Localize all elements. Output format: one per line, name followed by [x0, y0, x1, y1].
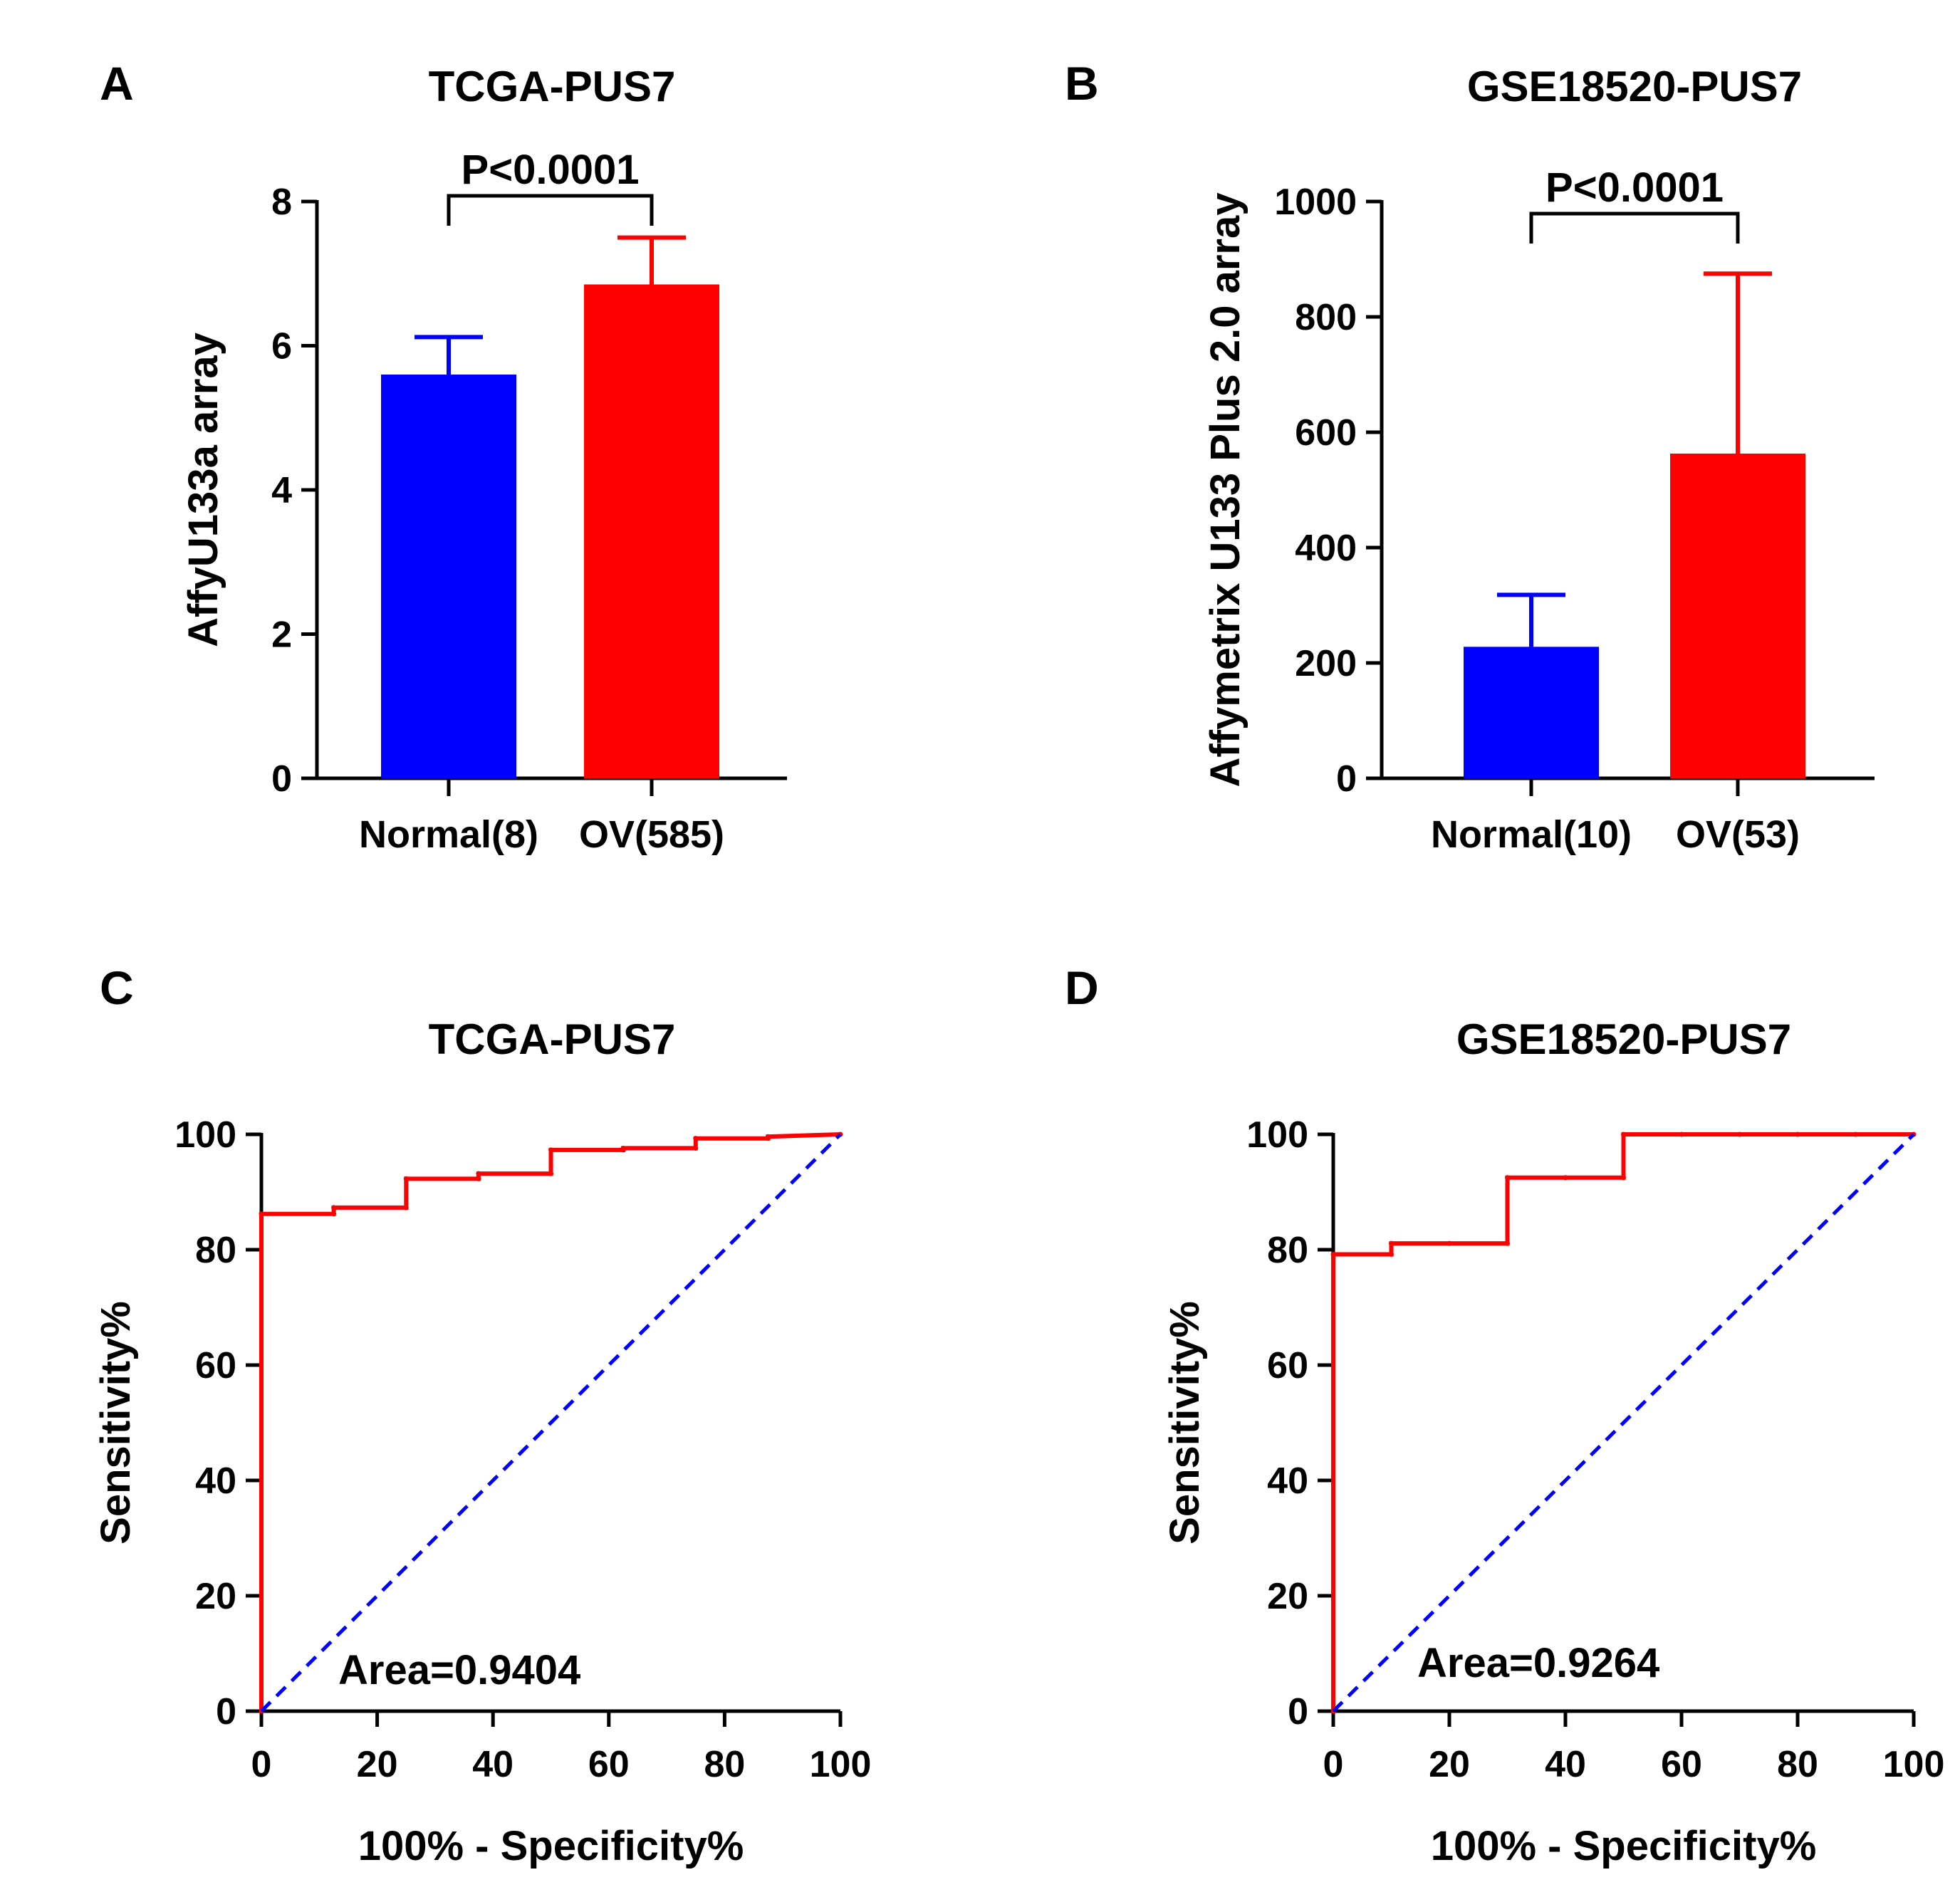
x-axis-label: 100% - Specificity%	[1431, 1823, 1817, 1869]
panel-b: B GSE18520-PUS7 0 200 400 600 800 1000 Affymetri…	[1065, 57, 1875, 856]
reference-line	[260, 1133, 842, 1713]
roc-point	[259, 1211, 264, 1217]
y-tick-label: 8	[271, 182, 292, 223]
roc-point	[765, 1134, 771, 1139]
y-tick-label: 80	[195, 1230, 236, 1271]
y-tick-label: 6	[271, 326, 292, 367]
x-tick-label: 100	[1883, 1744, 1945, 1785]
x-tick-label: 80	[1777, 1744, 1818, 1785]
roc-point	[1505, 1240, 1510, 1246]
y-tick-label: 600	[1295, 412, 1357, 454]
auc-label: Area=0.9404	[338, 1647, 580, 1693]
auc-label: Area=0.9264	[1417, 1640, 1659, 1686]
chart-title: TCGA-PUS7	[429, 1015, 676, 1063]
y-tick-label: 0	[216, 1691, 236, 1733]
y-tick-label: 800	[1295, 297, 1357, 338]
significance-bracket	[447, 194, 654, 226]
x-tick-label: 100	[810, 1744, 872, 1785]
roc-point	[476, 1171, 481, 1176]
panel-letter: C	[100, 961, 134, 1014]
y-tick-label: 4	[271, 470, 292, 511]
p-value-label: P<0.0001	[462, 147, 640, 193]
y-tick-label: 0	[1288, 1691, 1308, 1733]
category-label: OV(53)	[1676, 813, 1800, 856]
y-tick-label: 20	[195, 1576, 236, 1617]
bar	[1670, 453, 1805, 778]
chart-title: GSE18520-PUS7	[1456, 1015, 1791, 1063]
roc-point	[1389, 1240, 1394, 1246]
roc-point	[1330, 1251, 1336, 1257]
roc-point	[548, 1147, 553, 1153]
roc-point	[1737, 1132, 1742, 1137]
roc-point	[331, 1205, 337, 1211]
bar	[381, 375, 516, 778]
y-tick-label: 100	[174, 1114, 236, 1156]
roc-point	[403, 1176, 409, 1181]
reference-line	[1332, 1133, 1915, 1713]
y-tick-label: 200	[1295, 643, 1357, 684]
roc-point	[693, 1145, 699, 1151]
roc-point	[1446, 1240, 1452, 1246]
roc-point	[403, 1205, 409, 1211]
x-tick-label: 0	[251, 1744, 272, 1785]
roc-point	[620, 1145, 626, 1151]
x-tick-label: 40	[472, 1744, 514, 1785]
panel-a: A TCGA-PUS7 0 2 4 6 8 AffyU133a array Normal(8) O…	[100, 57, 787, 856]
panel-c: C TCGA-PUS7 0 20 40 60 80 100 Sensitivity% 0 20 40 6…	[93, 961, 871, 1869]
roc-point	[1853, 1132, 1858, 1137]
y-tick-label: 1000	[1274, 182, 1357, 223]
y-tick-label: 60	[1267, 1345, 1308, 1386]
x-tick-label: 0	[1323, 1744, 1344, 1785]
y-tick-label: 60	[195, 1345, 236, 1386]
x-tick-label: 60	[1661, 1744, 1702, 1785]
x-axis-label: 100% - Specificity%	[358, 1823, 744, 1869]
roc-point	[331, 1211, 337, 1217]
x-tick-label: 60	[588, 1744, 630, 1785]
roc-point	[548, 1171, 553, 1176]
y-tick-label: 0	[1336, 758, 1357, 800]
roc-point	[1389, 1251, 1394, 1257]
significance-bracket	[1529, 211, 1740, 244]
y-axis-label: Sensitivity%	[93, 1301, 139, 1545]
y-tick-label: 400	[1295, 528, 1357, 569]
panel-d: D GSE18520-PUS7 0 20 40 60 80 100 Sensitivity% 0 2…	[1065, 961, 1944, 1869]
roc-point	[476, 1176, 481, 1181]
y-axis-label: AffyU133a array	[180, 333, 226, 647]
category-label: Normal(10)	[1431, 813, 1632, 856]
y-axis-label: Affymetrix U133 Plus 2.0 array	[1202, 193, 1249, 788]
panel-letter: D	[1065, 961, 1099, 1014]
x-tick-label: 80	[704, 1744, 745, 1785]
y-tick-label: 2	[271, 615, 292, 656]
roc-point	[1621, 1175, 1626, 1181]
chart-title: GSE18520-PUS7	[1467, 63, 1802, 110]
bar	[1464, 647, 1599, 778]
y-tick-label: 80	[1267, 1230, 1308, 1271]
panel-letter: A	[100, 57, 134, 110]
y-tick-label: 40	[1267, 1460, 1308, 1502]
y-tick-label: 20	[1267, 1576, 1308, 1617]
roc-point	[1795, 1132, 1800, 1137]
x-tick-label: 20	[357, 1744, 398, 1785]
y-tick-label: 40	[195, 1460, 236, 1502]
y-tick-label: 0	[271, 758, 292, 800]
bar	[584, 284, 719, 778]
roc-point	[1505, 1175, 1510, 1181]
roc-point	[1563, 1175, 1568, 1181]
y-axis-label: Sensitivity%	[1162, 1301, 1208, 1545]
roc-point	[1621, 1132, 1626, 1137]
category-label: OV(585)	[579, 813, 724, 856]
p-value-label: P<0.0001	[1545, 164, 1724, 211]
panel-letter: B	[1065, 57, 1099, 110]
x-tick-label: 40	[1545, 1744, 1586, 1785]
y-tick-label: 100	[1246, 1114, 1308, 1156]
chart-title: TCGA-PUS7	[429, 63, 676, 110]
category-label: Normal(8)	[359, 813, 538, 856]
x-tick-label: 20	[1429, 1744, 1470, 1785]
roc-point	[1679, 1132, 1684, 1137]
roc-point	[693, 1136, 699, 1141]
